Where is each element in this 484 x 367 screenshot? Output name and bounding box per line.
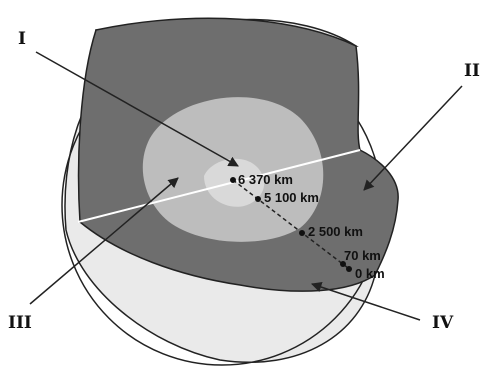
label-I: I [18,29,26,49]
depth-line [232,179,349,269]
pointer-III [29,177,179,305]
depth-label-70: 70 km [344,248,381,263]
depth-label-5100: 5 100 km [264,190,319,205]
depth-dot-5100 [255,196,261,202]
depth-label-6370: 6 370 km [238,172,293,187]
depth-dot-2500 [299,230,305,236]
pointer-II [363,85,463,191]
depth-label-0: 0 km [355,266,385,281]
label-III: III [8,313,32,333]
label-IV: IV [432,313,454,333]
depth-dot-6370 [230,177,236,183]
pointer-I [35,51,239,167]
depth-dot-70 [340,261,346,267]
section-line [77,149,361,223]
depth-dot-0 [346,266,352,272]
pointer-IV [311,282,421,321]
depth-label-2500: 2 500 km [308,224,363,239]
label-II: II [464,61,480,81]
